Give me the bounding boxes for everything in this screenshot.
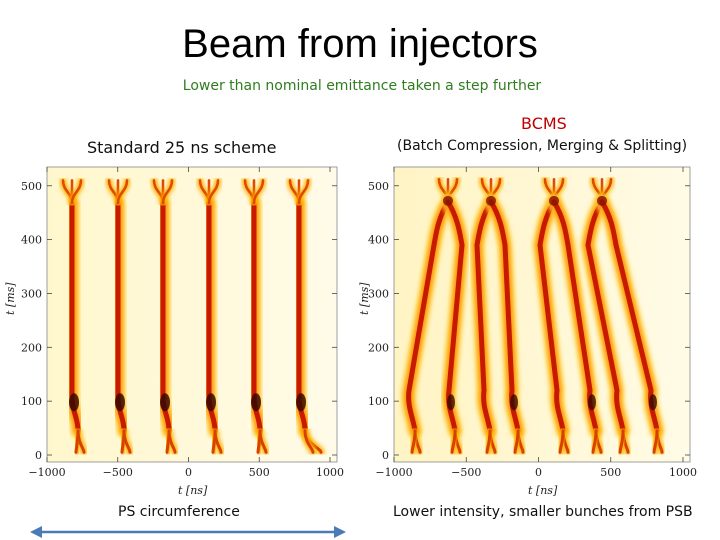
y-tick-label: 400 bbox=[368, 234, 389, 247]
foot-core bbox=[558, 429, 565, 454]
dense-spot bbox=[649, 394, 657, 411]
dense-spot bbox=[447, 394, 455, 411]
x-tick-label: 1000 bbox=[316, 466, 344, 479]
merge-spot bbox=[443, 195, 453, 206]
bunch-core bbox=[474, 199, 494, 434]
bunch-core bbox=[551, 199, 599, 434]
dense-spot bbox=[510, 394, 518, 411]
x-tick-label: −500 bbox=[103, 466, 133, 479]
split-prong-core bbox=[161, 179, 174, 205]
merge-spot bbox=[549, 195, 559, 206]
merge-spot bbox=[597, 195, 607, 206]
standard-scheme-plot: −1000 −500 0 500 1000 0 100 200 300 400 500 t [ns]… bbox=[4, 166, 344, 497]
split-prong-core bbox=[207, 179, 220, 205]
dense-spot bbox=[588, 394, 596, 411]
x-tick-label: −500 bbox=[451, 466, 481, 479]
split-prong-core bbox=[116, 179, 129, 205]
y-tick-label: 200 bbox=[368, 341, 389, 354]
y-tick-label: 500 bbox=[368, 180, 389, 193]
x-tick-label: −1000 bbox=[375, 466, 412, 479]
foot-core bbox=[410, 429, 417, 454]
split-prong-core bbox=[297, 179, 310, 205]
bcms-plot: −1000 −500 0 500 1000 0 100 200 300 400 500 t [ns]… bbox=[358, 166, 697, 497]
x-axis-label: t [ns] bbox=[528, 484, 558, 497]
dense-spot bbox=[206, 393, 216, 412]
foot-core bbox=[74, 429, 80, 454]
foot-core bbox=[165, 429, 171, 454]
standard-scheme-label: Standard 25 ns scheme bbox=[87, 138, 277, 157]
split-prong-core bbox=[252, 179, 265, 205]
y-tick-label: 300 bbox=[21, 287, 42, 300]
foot-core bbox=[120, 429, 126, 454]
bunch-core bbox=[599, 199, 660, 434]
x-tick-label: 500 bbox=[249, 466, 270, 479]
foot-core bbox=[591, 429, 598, 454]
y-axis-label: t [ms] bbox=[358, 282, 371, 315]
slide-title: Beam from injectors bbox=[182, 22, 538, 66]
bunch-core bbox=[585, 199, 626, 434]
x-tick-label: 1000 bbox=[669, 466, 697, 479]
y-tick-label: 300 bbox=[368, 287, 389, 300]
x-tick-label: 0 bbox=[535, 466, 542, 479]
dense-spot bbox=[115, 393, 125, 412]
foot-core bbox=[211, 429, 217, 454]
split-prong-core bbox=[70, 179, 83, 205]
y-tick-label: 200 bbox=[21, 341, 42, 354]
foot-core bbox=[652, 429, 659, 454]
bcms-description: (Batch Compression, Merging & Splitting) bbox=[397, 138, 688, 154]
y-tick-label: 0 bbox=[35, 449, 42, 462]
y-tick-label: 100 bbox=[21, 395, 42, 408]
foot-core bbox=[450, 429, 457, 454]
x-tick-label: −1000 bbox=[28, 466, 65, 479]
foot-core bbox=[256, 429, 262, 454]
x-tick-label: 0 bbox=[185, 466, 192, 479]
foot-core bbox=[618, 429, 625, 454]
dense-spot bbox=[69, 393, 79, 412]
ps-circumference-label: PS circumference bbox=[118, 504, 240, 520]
merge-spot bbox=[486, 195, 496, 206]
foot-core bbox=[303, 429, 315, 454]
plot-area bbox=[46, 166, 338, 463]
dense-spot bbox=[160, 393, 170, 412]
bunch-traces bbox=[60, 177, 325, 456]
foot-core bbox=[485, 429, 492, 454]
foot-core bbox=[513, 429, 520, 454]
psb-description: Lower intensity, smaller bunches from PS… bbox=[393, 504, 693, 520]
y-axis-label: t [ms] bbox=[4, 282, 17, 315]
x-axis-label: t [ns] bbox=[178, 484, 208, 497]
dense-spot bbox=[296, 393, 306, 412]
bunch-core bbox=[445, 199, 465, 434]
y-tick-label: 400 bbox=[21, 234, 42, 247]
x-tick-label: 500 bbox=[600, 466, 621, 479]
y-tick-label: 0 bbox=[382, 449, 389, 462]
slide-subtitle: Lower than nominal emittance taken a ste… bbox=[182, 78, 542, 94]
bunch-traces bbox=[401, 176, 666, 456]
y-tick-label: 500 bbox=[21, 180, 42, 193]
dense-spot bbox=[251, 393, 261, 412]
double-arrow-icon bbox=[30, 526, 346, 538]
bunch-core bbox=[537, 199, 566, 434]
bunch-core bbox=[406, 199, 451, 434]
bcms-label: BCMS bbox=[521, 114, 567, 133]
bunch-core bbox=[488, 199, 521, 434]
y-tick-label: 100 bbox=[368, 395, 389, 408]
